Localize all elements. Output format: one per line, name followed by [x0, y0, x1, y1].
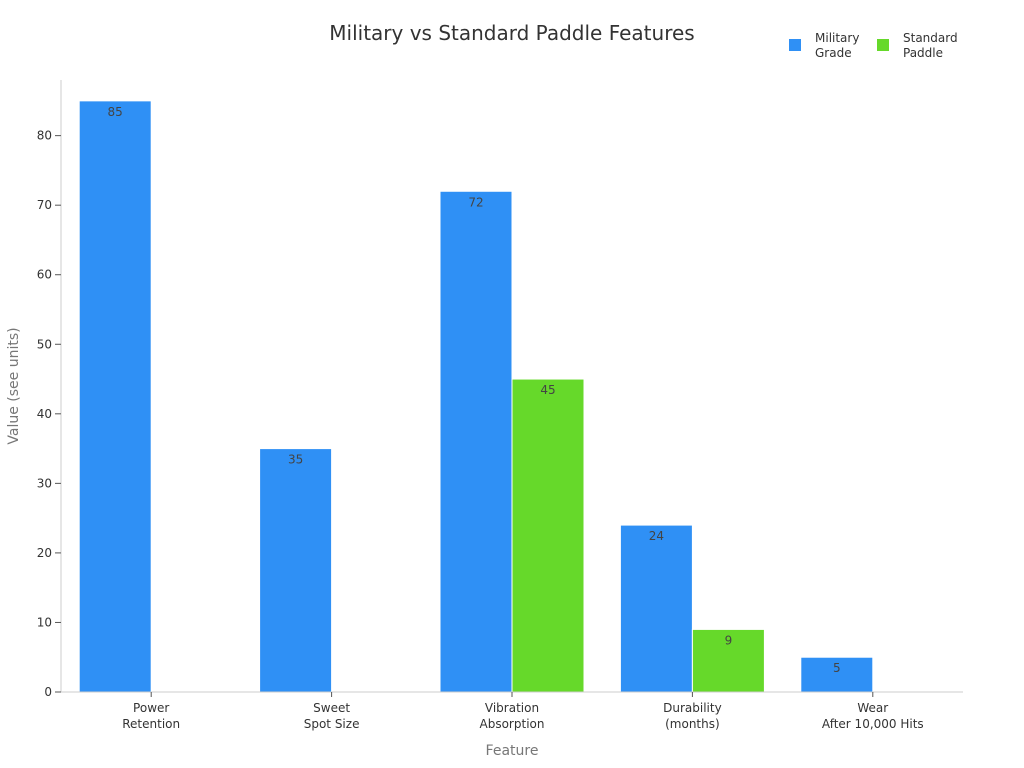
- y-tick-label: 10: [37, 615, 52, 629]
- y-tick-label: 30: [37, 476, 52, 490]
- bars-group: 85 35 72 45 24 9 5: [78, 100, 874, 693]
- bar-military: [439, 190, 513, 693]
- x-tick-label: Wear: [857, 701, 888, 715]
- bar-military: [619, 524, 693, 693]
- bar-value-label: 24: [649, 529, 664, 543]
- x-tick-label: Vibration: [485, 701, 539, 715]
- y-tick-label: 60: [37, 268, 52, 282]
- y-tick-label: 50: [37, 337, 52, 351]
- x-tick-label: After 10,000 Hits: [822, 717, 924, 731]
- bar-standard: [511, 378, 585, 693]
- y-tick-label: 20: [37, 546, 52, 560]
- x-tick-label: Retention: [122, 717, 180, 731]
- y-axis-title: Value (see units): [6, 327, 22, 444]
- y-tick-label: 0: [44, 685, 52, 699]
- x-axis-title: Feature: [486, 743, 539, 759]
- x-tick-label: Absorption: [480, 717, 545, 731]
- y-tick-label: 70: [37, 198, 52, 212]
- bar-value-label: 85: [108, 105, 123, 119]
- bar-value-label: 5: [833, 661, 841, 675]
- x-tick-label: Durability: [663, 701, 722, 715]
- y-tick-label: 80: [37, 129, 52, 143]
- bar-standard: [691, 628, 765, 693]
- bar-military: [259, 448, 333, 693]
- axes-group: 0 10 20 30 40 50 60 70 80 Power Retention Sweet Spot…: [37, 80, 963, 731]
- x-tick-label: (months): [665, 717, 720, 731]
- x-tick-label: Power: [133, 701, 169, 715]
- x-tick-label: Sweet: [313, 701, 350, 715]
- legend-label: Paddle: [903, 46, 943, 60]
- x-tick-label: Spot Size: [304, 717, 360, 731]
- bar-military: [800, 656, 874, 693]
- bar-value-label: 45: [540, 383, 555, 397]
- legend-label: Grade: [815, 46, 852, 60]
- bar-value-label: 35: [288, 453, 303, 467]
- legend-label: Military: [815, 31, 859, 45]
- chart-title: Military vs Standard Paddle Features: [329, 21, 694, 45]
- bar-value-label: 9: [725, 633, 733, 647]
- bar-military: [78, 100, 152, 693]
- legend-label: Standard: [903, 31, 958, 45]
- bar-value-label: 72: [468, 195, 483, 209]
- legend-swatch: [789, 39, 801, 51]
- legend-swatch: [877, 39, 889, 51]
- y-tick-label: 40: [37, 407, 52, 421]
